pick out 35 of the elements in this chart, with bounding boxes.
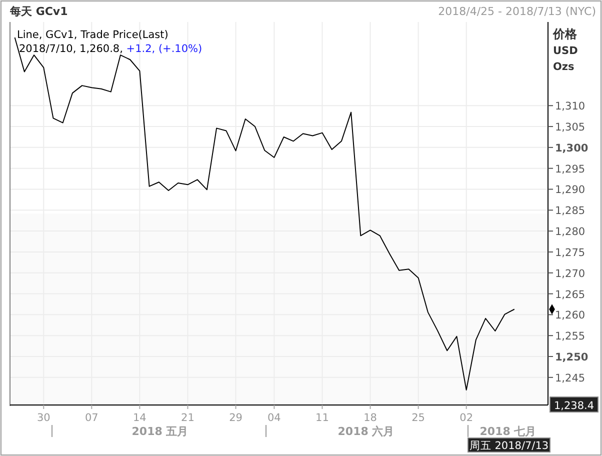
y-tick-label: 1,265 xyxy=(555,288,586,301)
x-tick-label: 29 xyxy=(229,412,242,424)
text: 2018 六月 xyxy=(338,425,394,438)
annotation: Line, GCv1, Trade Price(Last) xyxy=(17,29,168,41)
x-tick-label: 04 xyxy=(268,412,282,424)
y-tick-label: 1,238.4 xyxy=(554,400,594,412)
y-tick-label: 1,255 xyxy=(555,330,586,343)
y-tick-label: 1,290 xyxy=(555,184,586,196)
y-axis-title: 价格 USD Ozs xyxy=(552,27,578,73)
annotation: +1.2, (+.10%) xyxy=(122,43,202,55)
chart-subtitle: 2018/4/25 - 2018/7/13 (NYC) xyxy=(438,5,596,18)
x-tick-label: 18 xyxy=(364,412,377,424)
x-tick-label: 21 xyxy=(181,412,194,424)
x-tick-label: 02 xyxy=(460,412,474,424)
y-tick-label: 1,260 xyxy=(555,310,586,322)
x-tick-label: 11 xyxy=(316,412,329,424)
y-tick-label: 1,300 xyxy=(555,142,588,154)
y-tick-label: 1,280 xyxy=(555,226,586,238)
y-tick-label: 1,295 xyxy=(555,163,586,176)
y-tick-label: 1,270 xyxy=(555,268,586,280)
y-tick-label: 1,250 xyxy=(555,352,588,364)
x-tick-label: 30 xyxy=(36,412,50,424)
x-tick-label: 07 xyxy=(84,412,98,424)
x-tick-label: 25 xyxy=(412,412,425,424)
y-tick-label: 1,285 xyxy=(555,205,586,218)
text: 2018 七月 xyxy=(480,425,536,438)
text: 周五 2018/7/13 xyxy=(469,440,549,452)
chart-title: 每天 GCv1 xyxy=(9,5,68,18)
y-tick-label: 1,245 xyxy=(555,372,586,384)
annotation: 2018/7/10, 1,260.8, xyxy=(19,43,123,55)
y-tick-label: 1,305 xyxy=(555,122,586,134)
y-tick-label: 1,310 xyxy=(555,100,586,113)
text: 2018 五月 xyxy=(132,425,188,438)
x-tick-label: 14 xyxy=(133,412,147,424)
y-tick-label: 1,275 xyxy=(555,246,586,259)
